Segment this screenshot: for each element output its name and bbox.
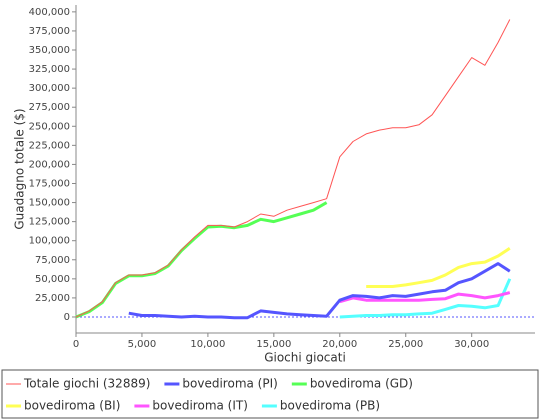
x-tick-label: 0 xyxy=(73,339,79,350)
y-tick-label: 50,000 xyxy=(35,274,70,285)
x-tick-label: 5,000 xyxy=(128,339,157,350)
y-tick-label: 75,000 xyxy=(35,255,70,266)
legend-label: Totale giochi (32889) xyxy=(23,377,150,391)
y-tick-label: 225,000 xyxy=(29,140,70,151)
series-line xyxy=(339,291,511,304)
series-line xyxy=(339,278,512,319)
x-axis-label: Giochi giocati xyxy=(264,351,346,365)
legend-label: bovediroma (BI) xyxy=(24,399,120,413)
y-tick-label: 375,000 xyxy=(29,26,70,37)
series-line xyxy=(366,247,511,288)
series-line xyxy=(75,201,328,319)
y-tick-label: 300,000 xyxy=(29,83,70,94)
legend-label: bovediroma (GD) xyxy=(310,377,413,391)
y-tick-label: 250,000 xyxy=(29,121,70,132)
x-tick-label: 30,000 xyxy=(454,339,489,350)
x-tick-label: 15,000 xyxy=(256,339,291,350)
legend-box xyxy=(1,369,539,419)
y-tick-label: 0 xyxy=(64,312,70,323)
y-tick-label: 400,000 xyxy=(29,7,70,18)
legend-label: bovediroma (IT) xyxy=(152,399,248,413)
plot-area xyxy=(76,5,535,333)
x-tick-label: 25,000 xyxy=(388,339,423,350)
y-tick-label: 150,000 xyxy=(29,198,70,209)
y-tick-label: 100,000 xyxy=(29,236,70,247)
y-axis-label: Guadagno totale ($) xyxy=(13,108,27,229)
y-tick-label: 175,000 xyxy=(29,178,70,189)
x-tick-label: 20,000 xyxy=(322,339,357,350)
legend-label: bovediroma (PI) xyxy=(182,377,277,391)
x-tick-label: 10,000 xyxy=(190,339,225,350)
y-tick-label: 275,000 xyxy=(29,102,70,113)
y-tick-label: 125,000 xyxy=(29,217,70,228)
y-tick-label: 25,000 xyxy=(35,293,70,304)
y-tick-label: 350,000 xyxy=(29,45,70,56)
y-tick-label: 325,000 xyxy=(29,64,70,75)
series-line xyxy=(128,262,511,320)
series-line xyxy=(75,19,511,318)
y-tick-label: 200,000 xyxy=(29,159,70,170)
legend-label: bovediroma (PB) xyxy=(280,399,380,413)
